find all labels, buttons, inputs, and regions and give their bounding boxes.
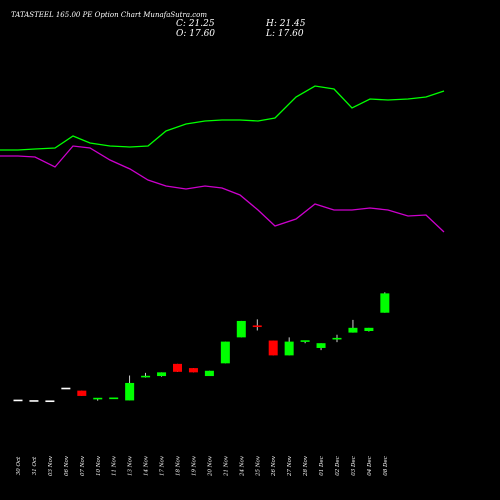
candle-body — [13, 399, 23, 402]
date-label: 17 Nov — [160, 455, 166, 476]
date-label: 01 Dec — [319, 456, 325, 476]
candle-10 — [173, 363, 182, 372]
candle-20 — [332, 334, 342, 343]
candle-6 — [109, 397, 119, 400]
candle-9 — [157, 372, 167, 377]
candle-18 — [300, 340, 310, 344]
candle-22 — [364, 327, 374, 332]
candle-19 — [316, 343, 326, 351]
date-label: 27 Nov — [287, 455, 293, 477]
candle-body — [93, 397, 103, 400]
candle-body — [348, 327, 358, 333]
candle-16 — [268, 340, 278, 356]
candle-14 — [236, 320, 246, 338]
low-value: L: 17.60 — [266, 29, 304, 39]
candle-3 — [61, 387, 71, 390]
date-label: 21 Nov — [223, 455, 229, 477]
date-label: 25 Nov — [255, 455, 261, 477]
candle-4 — [77, 390, 87, 396]
date-label: 08 Dec — [383, 456, 389, 476]
candle-17 — [284, 337, 294, 356]
date-label: 11 Nov — [112, 455, 118, 476]
candle-body — [316, 343, 326, 348]
candle-body — [364, 327, 374, 332]
date-label: 07 Nov — [80, 455, 86, 476]
date-label: 28 Nov — [303, 455, 309, 477]
candle-body — [45, 400, 55, 403]
candle-body — [61, 387, 71, 390]
candle-body — [332, 337, 342, 340]
candle-21 — [348, 319, 358, 333]
candle-body — [173, 363, 182, 372]
date-label: 13 Nov — [128, 455, 134, 476]
candle-body — [29, 400, 39, 402]
candle-8 — [141, 372, 151, 378]
bands-layer — [0, 85, 445, 233]
date-label: 06 Nov — [64, 455, 70, 476]
candle-body — [188, 368, 198, 373]
candle-body — [220, 341, 230, 364]
candle-body — [77, 390, 87, 396]
close-value: C: 21.25 — [176, 19, 215, 29]
date-label: 10 Nov — [96, 455, 102, 476]
chart-title: TATASTEEL 165.00 PE Option Chart MunafaS… — [11, 11, 208, 19]
date-label: 26 Nov — [271, 455, 277, 477]
candle-body — [204, 370, 214, 377]
candle-body — [125, 382, 135, 401]
date-label: 14 Nov — [144, 455, 150, 476]
date-label: 02 Dec — [335, 456, 341, 476]
date-label: 03 Nov — [48, 455, 54, 476]
candle-body — [268, 340, 278, 356]
candle-body — [236, 320, 246, 338]
open-value: O: 17.60 — [176, 29, 216, 39]
date-label: 31 Oct — [32, 456, 38, 475]
candle-body — [157, 372, 167, 377]
candle-7 — [125, 375, 135, 401]
date-label: 03 Dec — [351, 456, 357, 476]
date-label: 24 Nov — [239, 455, 245, 477]
candle-2 — [45, 400, 55, 403]
date-label: 18 Nov — [176, 455, 182, 476]
candles-layer — [13, 292, 390, 403]
candle-15 — [252, 319, 262, 331]
candle-1 — [29, 400, 39, 402]
candle-body — [300, 340, 310, 342]
candle-13 — [220, 341, 230, 364]
date-label: 04 Dec — [367, 456, 373, 476]
candle-0 — [13, 399, 23, 402]
date-label: 20 Nov — [207, 455, 213, 477]
lower-band-line — [0, 145, 445, 233]
candle-body — [380, 293, 390, 313]
candle-body — [284, 341, 294, 356]
candle-11 — [188, 368, 198, 373]
upper-band-line — [0, 85, 445, 151]
high-value: H: 21.45 — [266, 19, 306, 29]
date-axis: 30 Oct 31 Oct 03 Nov 06 Nov 07 Nov 10 Nov 11 N… — [16, 455, 389, 477]
candle-body — [252, 325, 262, 328]
date-label: 19 Nov — [191, 455, 197, 476]
candle-5 — [93, 397, 103, 401]
candle-12 — [204, 370, 214, 377]
candle-body — [109, 397, 119, 400]
candle-body — [141, 375, 151, 378]
date-label: 30 Oct — [16, 456, 22, 475]
candle-23 — [380, 292, 390, 313]
